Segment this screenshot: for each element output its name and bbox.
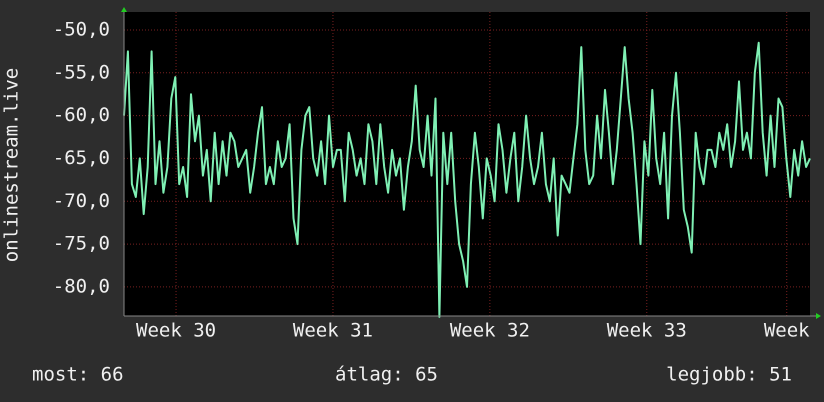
footer-best: legjobb: 51 (666, 364, 792, 386)
y-tick-label: -75,0 (53, 233, 110, 255)
footer-current: most: 66 (32, 364, 124, 386)
y-tick-label: -55,0 (53, 61, 110, 83)
y-tick-label: -65,0 (53, 147, 110, 169)
x-tick-label: Week 31 (293, 320, 373, 342)
y-tick-label: -60,0 (53, 104, 110, 126)
x-tick-label: Week 30 (136, 320, 216, 342)
data-line (123, 41, 811, 318)
x-tick-label: Week 33 (607, 320, 687, 342)
y-tick-label: -50,0 (53, 18, 110, 40)
y-tick-label: -80,0 (53, 275, 110, 297)
footer-average: átlag: 65 (335, 364, 438, 386)
x-tick-label: Week 32 (450, 320, 530, 342)
y-axis-label: onlinestream.live (1, 68, 23, 262)
x-arrow (816, 313, 821, 319)
x-tick-label: Week (764, 320, 810, 342)
y-tick-label: -70,0 (53, 190, 110, 212)
y-arrow (121, 7, 127, 12)
